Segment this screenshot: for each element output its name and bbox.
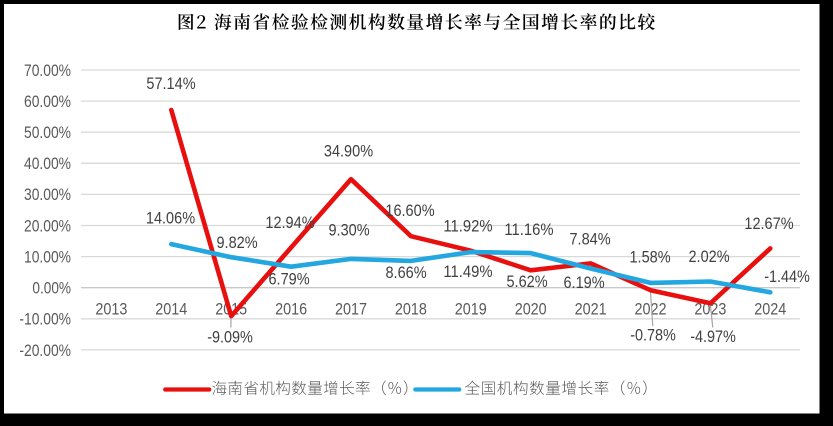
svg-text:1.58%: 1.58% (630, 248, 671, 266)
svg-text:40.00%: 40.00% (24, 155, 71, 173)
svg-text:5.62%: 5.62% (507, 273, 548, 291)
svg-text:2019: 2019 (455, 301, 487, 319)
svg-text:16.60%: 16.60% (385, 202, 434, 220)
svg-text:12.94%: 12.94% (265, 214, 314, 232)
svg-text:-20.00%: -20.00% (19, 342, 71, 360)
svg-text:11.49%: 11.49% (443, 263, 492, 281)
svg-text:20.00%: 20.00% (24, 217, 71, 235)
svg-text:14.06%: 14.06% (146, 210, 195, 228)
svg-text:2020: 2020 (515, 301, 547, 319)
svg-text:57.14%: 57.14% (146, 75, 195, 93)
svg-text:34.90%: 34.90% (324, 143, 373, 161)
svg-text:-1.44%: -1.44% (764, 268, 810, 286)
svg-text:2024: 2024 (754, 301, 786, 319)
svg-text:2017: 2017 (335, 301, 367, 319)
svg-text:2.02%: 2.02% (689, 248, 730, 266)
svg-text:-9.09%: -9.09% (207, 328, 253, 346)
svg-text:-0.78%: -0.78% (630, 327, 676, 345)
svg-text:6.19%: 6.19% (564, 274, 605, 292)
svg-text:0.00%: 0.00% (32, 280, 71, 298)
svg-text:2018: 2018 (395, 301, 427, 319)
svg-text:2013: 2013 (95, 301, 127, 319)
svg-text:7.84%: 7.84% (570, 230, 611, 248)
svg-text:2014: 2014 (155, 301, 187, 319)
svg-text:60.00%: 60.00% (24, 93, 71, 111)
svg-text:8.66%: 8.66% (386, 264, 427, 282)
svg-text:-10.00%: -10.00% (19, 311, 71, 329)
svg-text:2022: 2022 (635, 301, 667, 319)
svg-text:11.16%: 11.16% (504, 221, 553, 239)
svg-text:10.00%: 10.00% (24, 249, 71, 267)
svg-text:30.00%: 30.00% (24, 186, 71, 204)
svg-text:11.92%: 11.92% (443, 217, 492, 235)
svg-text:9.82%: 9.82% (217, 234, 258, 252)
svg-text:2021: 2021 (575, 301, 607, 319)
svg-text:6.79%: 6.79% (269, 270, 310, 288)
svg-text:-4.97%: -4.97% (690, 328, 736, 346)
svg-text:12.67%: 12.67% (744, 215, 793, 233)
svg-text:9.30%: 9.30% (329, 222, 370, 240)
svg-text:50.00%: 50.00% (24, 124, 71, 142)
svg-text:2016: 2016 (275, 301, 307, 319)
svg-text:70.00%: 70.00% (24, 62, 71, 80)
